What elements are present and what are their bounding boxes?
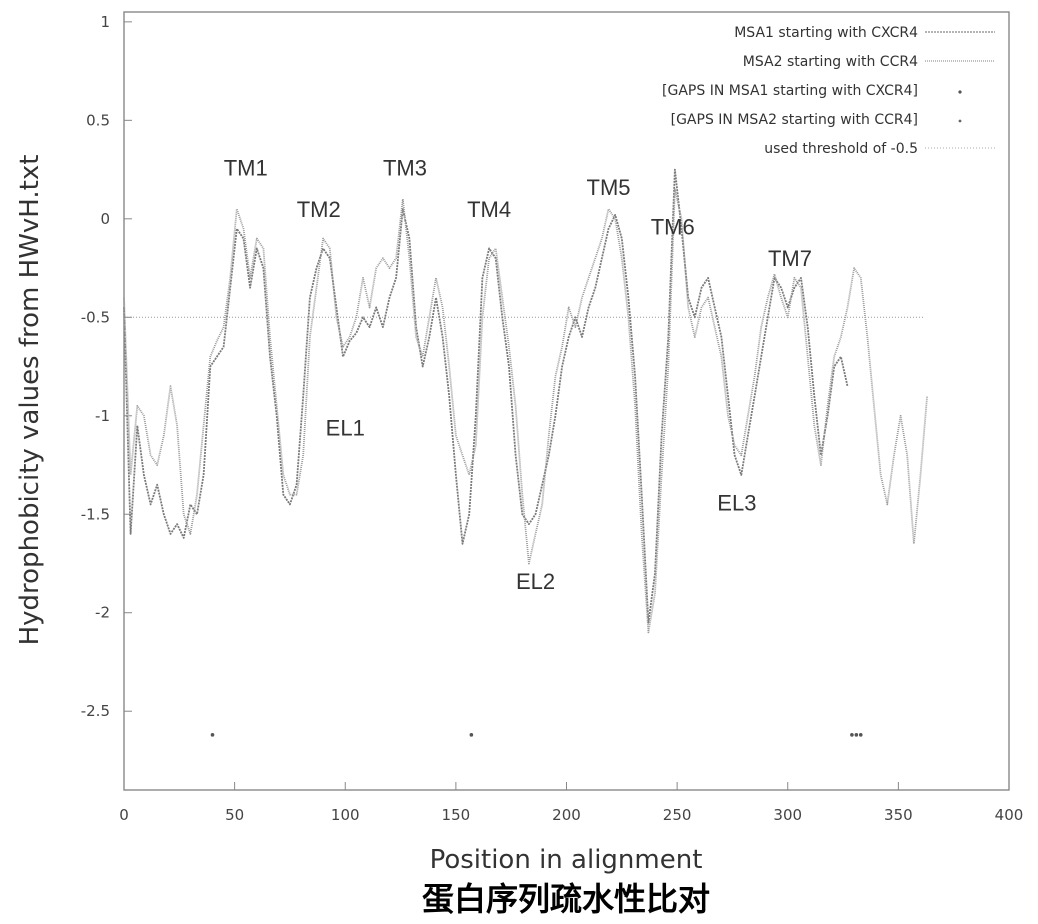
x-tick-label-8: 400 (995, 806, 1024, 824)
x-tick-label-7: 350 (884, 806, 913, 824)
annotation-el3: EL3 (717, 490, 756, 515)
gap-point-3 (854, 733, 859, 737)
gap-point-2 (850, 733, 854, 737)
axis-ticks: 0 50 100 150 200 250 300 350 400 1 0.5 0 -0.5 -1 -1.5 -… (81, 13, 1024, 824)
y-tick-label-0: 1 (100, 13, 110, 31)
series-line-2 (123, 188, 928, 634)
x-tick-label-3: 150 (442, 806, 471, 824)
x-tick-label-0: 0 (119, 806, 129, 824)
annotation-tm7: TM7 (768, 246, 812, 271)
legend: MSA1 starting with CXCR4 MSA2 starting w… (662, 25, 995, 157)
legend-entry-2: MSA2 starting with CCR4 (743, 54, 918, 70)
x-tick-label-4: 200 (552, 806, 581, 824)
annotation-el1: EL1 (326, 415, 365, 440)
y-tick-label-1: 0.5 (86, 111, 110, 129)
gap-point-0 (210, 733, 215, 737)
annotation-tm6: TM6 (651, 215, 695, 240)
x-axis-title: Position in alignment (430, 845, 703, 875)
annotation-tm5: TM5 (587, 175, 631, 200)
legend-entry-5: used threshold of -0.5 (764, 141, 918, 157)
legend-swatch-3 (958, 90, 962, 94)
legend-entry-1: MSA1 starting with CXCR4 (734, 25, 918, 41)
legend-entry-4: [GAPS IN MSA2 starting with CCR4] (671, 112, 918, 128)
gap-point-1 (469, 733, 474, 737)
annotation-tm4: TM4 (467, 197, 511, 222)
x-tick-label-1: 50 (225, 806, 244, 824)
y-axis-title: Hydrophobicity values from HWvH.txt (15, 155, 45, 646)
y-tick-label-7: -2.5 (81, 702, 110, 720)
x-tick-label-5: 250 (663, 806, 692, 824)
plot-frame (123, 11, 1010, 791)
gap-point-4 (858, 733, 863, 737)
chart-caption: 蛋白序列疏水性比对 (422, 880, 710, 918)
legend-entry-3: [GAPS IN MSA1 starting with CXCR4] (662, 83, 918, 99)
y-tick-label-5: -1.5 (81, 505, 110, 523)
y-tick-label-2: 0 (100, 210, 110, 228)
y-tick-label-3: -0.5 (81, 308, 110, 326)
annotation-layer: TM1 TM2 TM3 TM4 TM5 TM6 TM7 EL1 EL2 EL3 (224, 155, 812, 594)
legend-swatch-4 (958, 119, 962, 123)
series-line-1 (123, 168, 849, 624)
annotation-el2: EL2 (516, 569, 555, 594)
annotation-tm1: TM1 (224, 155, 268, 180)
series-layer (123, 168, 928, 737)
annotation-tm2: TM2 (297, 197, 341, 222)
annotation-tm3: TM3 (383, 155, 427, 180)
y-tick-label-6: -2 (95, 604, 110, 622)
y-tick-label-4: -1 (95, 407, 110, 425)
x-tick-label-6: 300 (773, 806, 802, 824)
x-tick-label-2: 100 (331, 806, 360, 824)
